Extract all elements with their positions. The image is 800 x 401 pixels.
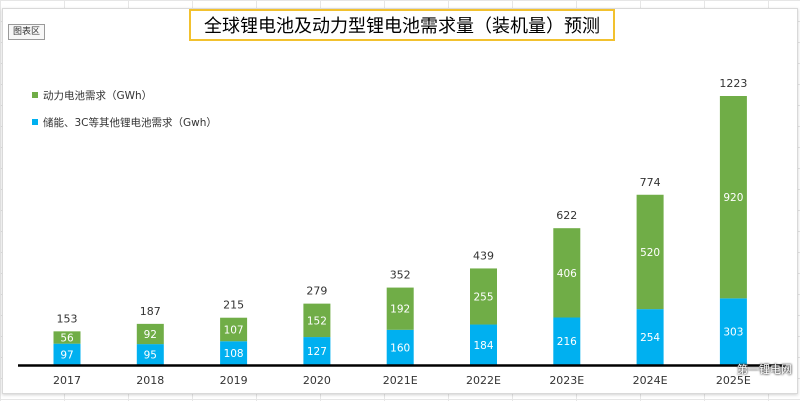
bar-storage[interactable] xyxy=(636,309,664,365)
data-label-power: 92 xyxy=(144,329,157,341)
bar-power[interactable] xyxy=(553,228,581,318)
data-label-storage: 160 xyxy=(390,342,410,354)
bar-storage[interactable] xyxy=(53,343,81,365)
bar-storage[interactable] xyxy=(470,324,497,365)
bar-storage[interactable] xyxy=(386,329,414,365)
data-label-total: 187 xyxy=(140,305,161,318)
x-tick-label: 2021E xyxy=(383,374,418,387)
legend-label-storage: 储能、3C等其他锂电池需求（Gwh） xyxy=(43,116,217,129)
data-label-storage: 127 xyxy=(307,346,327,358)
data-label-total: 439 xyxy=(473,249,494,262)
legend-swatch-power xyxy=(32,92,38,98)
x-tick-label: 2024E xyxy=(633,374,668,387)
data-label-storage: 95 xyxy=(144,350,157,362)
x-tick-label: 2023E xyxy=(549,374,584,387)
bar-power[interactable] xyxy=(136,323,164,345)
bar-power[interactable] xyxy=(636,194,664,310)
data-label-storage: 254 xyxy=(640,332,660,344)
watermark: 第一锂电网 xyxy=(737,363,792,376)
bar-storage[interactable] xyxy=(303,337,331,365)
legend-item-storage: 储能、3C等其他锂电池需求（Gwh） xyxy=(32,115,217,129)
data-label-storage: 108 xyxy=(224,348,244,360)
data-label-total: 215 xyxy=(223,299,244,312)
legend-label-power: 动力电池需求（GWh） xyxy=(43,89,153,102)
data-label-total: 279 xyxy=(306,285,327,298)
bar-storage[interactable] xyxy=(220,341,248,365)
data-label-storage: 216 xyxy=(557,336,577,348)
data-label-power: 406 xyxy=(557,268,577,280)
bar-storage[interactable] xyxy=(553,317,581,365)
chart-title[interactable]: 全球锂电池及动力型锂电池需求量（装机量）预测 xyxy=(189,9,615,41)
data-label-total: 622 xyxy=(556,209,577,222)
data-label-power: 192 xyxy=(390,304,410,316)
data-label-power: 152 xyxy=(307,315,327,327)
x-tick-label: 2025E xyxy=(716,374,751,387)
bar-power[interactable] xyxy=(470,268,497,325)
bar-storage[interactable] xyxy=(719,298,747,365)
bar-storage[interactable] xyxy=(136,344,164,365)
x-tick-label: 2017 xyxy=(53,374,81,387)
bar-power[interactable] xyxy=(719,96,747,299)
data-label-total: 352 xyxy=(390,269,411,282)
chart-legend[interactable]: 动力电池需求（GWh） 储能、3C等其他锂电池需求（Gwh） xyxy=(32,88,217,142)
bar-power[interactable] xyxy=(220,317,248,342)
x-tick-label: 2022E xyxy=(466,374,501,387)
data-label-total: 1223 xyxy=(719,77,747,90)
legend-item-power: 动力电池需求（GWh） xyxy=(32,88,217,102)
data-label-storage: 97 xyxy=(60,349,73,361)
data-label-power: 920 xyxy=(723,192,743,204)
bar-power[interactable] xyxy=(386,287,414,330)
x-tick-label: 2019 xyxy=(220,374,248,387)
data-label-storage: 184 xyxy=(473,340,493,352)
data-label-power: 56 xyxy=(60,333,74,345)
data-label-power: 520 xyxy=(640,247,660,259)
bar-power[interactable] xyxy=(303,303,331,338)
bar-power[interactable] xyxy=(53,331,81,344)
data-label-power: 255 xyxy=(473,291,493,303)
data-label-storage: 303 xyxy=(723,327,743,339)
data-label-total: 774 xyxy=(640,176,661,189)
x-tick-label: 2018 xyxy=(136,374,164,387)
data-label-power: 107 xyxy=(224,324,244,336)
legend-swatch-storage xyxy=(32,119,38,125)
chart-area-tag: 图表区 xyxy=(8,24,46,40)
data-label-total: 153 xyxy=(57,312,78,325)
x-tick-label: 2020 xyxy=(303,374,331,387)
